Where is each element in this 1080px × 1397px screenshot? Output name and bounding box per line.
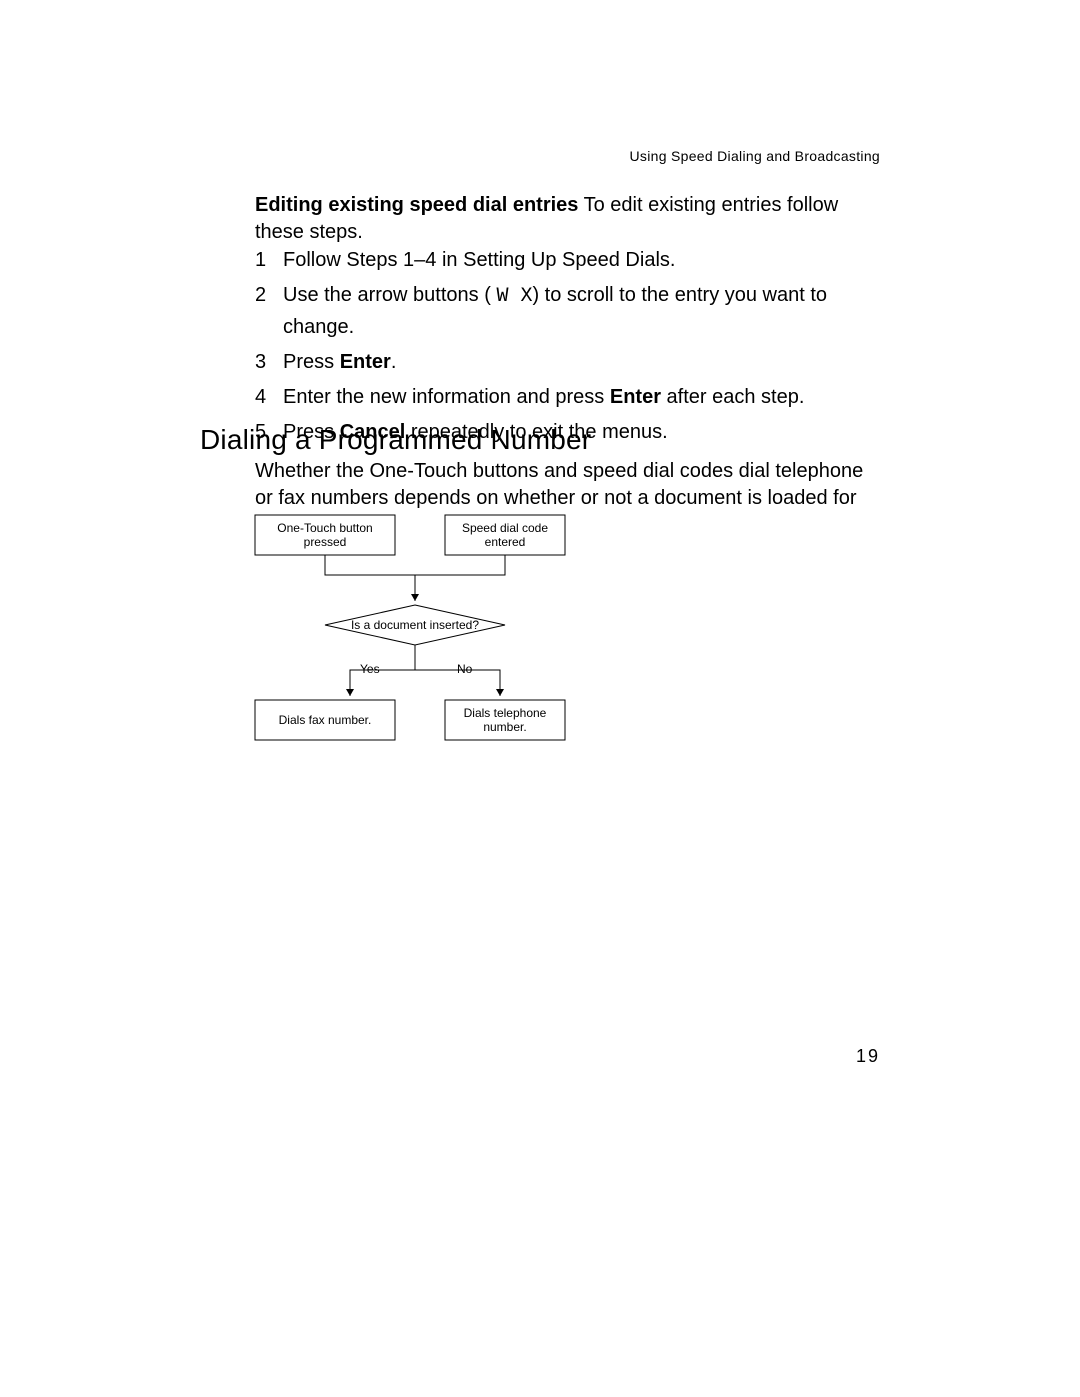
- step-body: Follow Steps 1–4 in Setting Up Speed Dia…: [283, 245, 885, 276]
- section-heading: Dialing a Programmed Number: [200, 424, 591, 456]
- intro-lead: Editing existing speed dial entries: [255, 194, 578, 216]
- intro-paragraph: Editing existing speed dial entries To e…: [255, 192, 885, 246]
- svg-text:Is a document inserted?: Is a document inserted?: [351, 618, 479, 632]
- step-row: 1Follow Steps 1–4 in Setting Up Speed Di…: [255, 245, 885, 276]
- step-row: 4Enter the new information and press Ent…: [255, 382, 885, 413]
- svg-text:Speed dial code: Speed dial code: [462, 521, 548, 535]
- step-number: 3: [255, 347, 283, 378]
- svg-text:pressed: pressed: [304, 535, 347, 549]
- svg-text:Dials fax number.: Dials fax number.: [279, 713, 372, 727]
- running-header: Using Speed Dialing and Broadcasting: [629, 148, 880, 164]
- step-row: 3Press Enter.: [255, 347, 885, 378]
- svg-text:number.: number.: [483, 720, 526, 734]
- step-body: Use the arrow buttons ( W X) to scroll t…: [283, 280, 885, 343]
- steps-list: 1Follow Steps 1–4 in Setting Up Speed Di…: [255, 245, 885, 452]
- step-number: 1: [255, 245, 283, 276]
- step-body: Press Enter.: [283, 347, 885, 378]
- svg-text:entered: entered: [485, 535, 526, 549]
- step-row: 2Use the arrow buttons ( W X) to scroll …: [255, 280, 885, 343]
- svg-text:Yes: Yes: [360, 662, 380, 676]
- svg-text:No: No: [457, 662, 473, 676]
- svg-text:One-Touch button: One-Touch button: [277, 521, 372, 535]
- step-number: 4: [255, 382, 283, 413]
- step-body: Enter the new information and press Ente…: [283, 382, 885, 413]
- step-number: 2: [255, 280, 283, 343]
- svg-text:Dials telephone: Dials telephone: [464, 706, 547, 720]
- dialing-flowchart: Yes No One-Touch buttonpressed Speed dial c…: [245, 505, 585, 755]
- page-number: 19: [856, 1046, 880, 1067]
